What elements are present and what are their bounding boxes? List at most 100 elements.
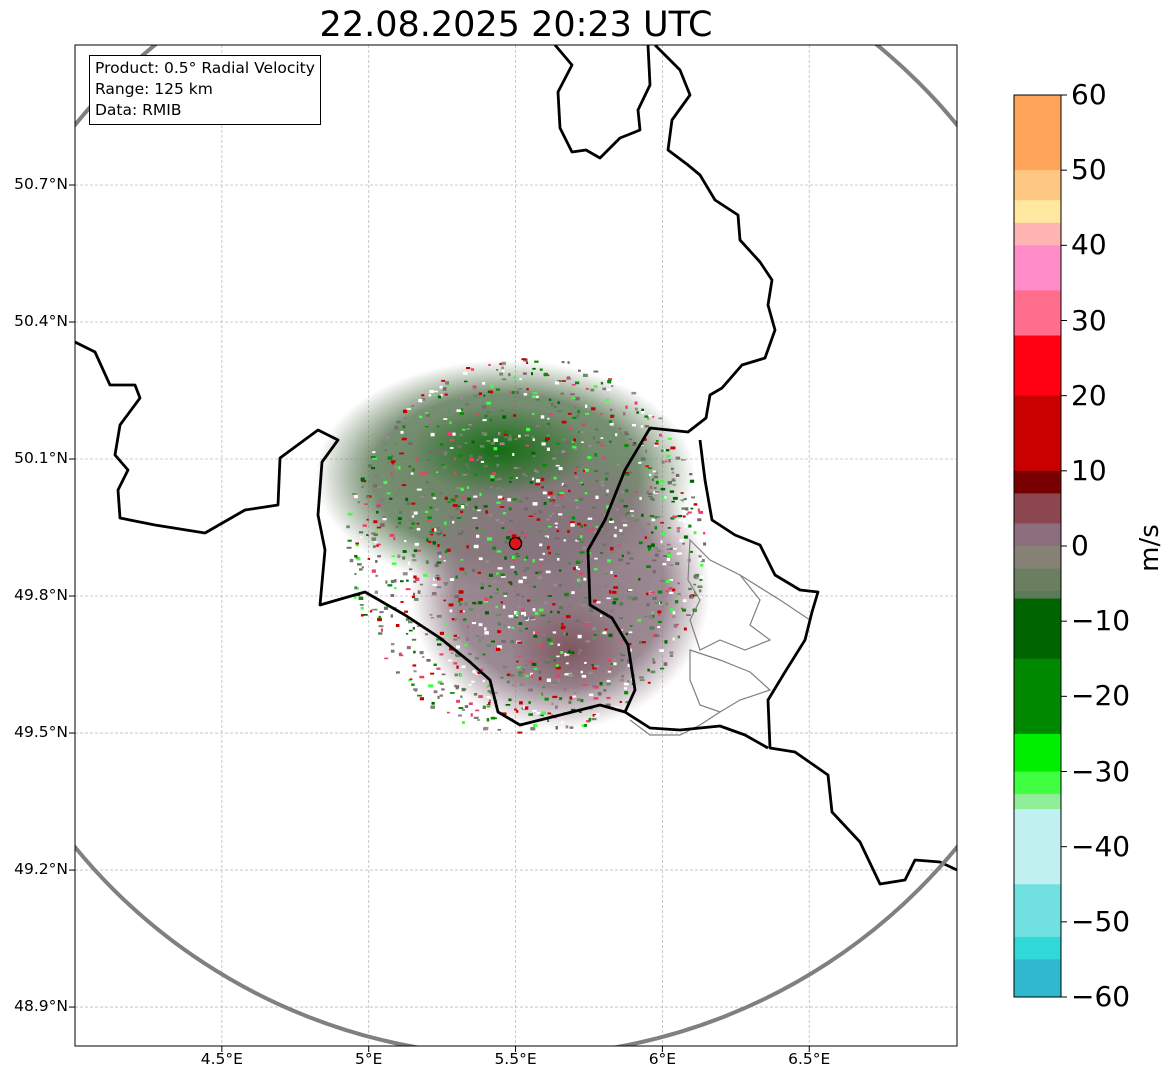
- echo-speckle: [656, 549, 661, 552]
- echo-speckle: [484, 627, 487, 631]
- echo-speckle: [428, 422, 431, 426]
- echo-speckle: [458, 714, 462, 717]
- echo-speckle: [689, 550, 693, 553]
- echo-speckle: [610, 414, 614, 418]
- echo-speckle: [433, 390, 438, 393]
- echo-speckle: [459, 673, 463, 677]
- echo-speckle: [627, 471, 633, 474]
- echo-speckle: [666, 548, 670, 551]
- echo-speckle: [414, 597, 419, 601]
- echo-speckle: [411, 522, 415, 525]
- echo-speckle: [417, 694, 422, 697]
- echo-speckle: [552, 603, 556, 606]
- colorbar-segment: [1014, 568, 1061, 592]
- echo-speckle: [624, 691, 629, 695]
- echo-speckle: [549, 426, 553, 430]
- echo-speckle: [518, 434, 521, 438]
- echo-speckle: [666, 454, 671, 458]
- echo-speckle: [570, 393, 575, 396]
- echo-speckle: [446, 548, 451, 552]
- echo-speckle: [516, 611, 519, 616]
- echo-speckle: [405, 588, 411, 591]
- echo-speckle: [422, 656, 425, 658]
- echo-speckle: [536, 518, 541, 521]
- echo-speckle: [533, 512, 537, 515]
- echo-speckle: [462, 721, 465, 725]
- echo-speckle: [598, 470, 601, 474]
- echo-speckle: [510, 565, 515, 569]
- echo-speckle: [649, 591, 655, 594]
- echo-speckle: [542, 463, 547, 467]
- echo-speckle: [424, 425, 429, 428]
- echo-speckle: [412, 664, 417, 667]
- echo-speckle: [433, 450, 438, 455]
- echo-speckle: [495, 605, 498, 609]
- echo-speckle: [528, 688, 533, 692]
- echo-speckle: [703, 542, 707, 546]
- echo-speckle: [579, 431, 584, 433]
- echo-speckle: [651, 531, 654, 534]
- echo-speckle: [521, 602, 524, 605]
- echo-speckle: [520, 531, 524, 534]
- echo-speckle: [439, 694, 443, 697]
- echo-speckle: [698, 589, 702, 593]
- echo-speckle: [450, 516, 454, 519]
- echo-speckle: [651, 543, 655, 547]
- echo-speckle: [504, 556, 507, 560]
- echo-speckle: [665, 590, 669, 593]
- colorbar-segment: [1014, 733, 1061, 772]
- echo-speckle: [545, 570, 551, 574]
- echo-speckle: [402, 425, 406, 429]
- echo-speckle: [414, 542, 419, 546]
- echo-speckle: [429, 531, 435, 533]
- colorbar-segment: [1014, 959, 1061, 998]
- echo-speckle: [697, 596, 702, 599]
- echo-speckle: [593, 568, 598, 571]
- echo-speckle: [627, 664, 631, 667]
- echo-speckle: [413, 511, 418, 515]
- echo-speckle: [353, 596, 357, 599]
- echo-speckle: [646, 490, 649, 494]
- echo-speckle: [413, 580, 417, 583]
- echo-speckle: [594, 665, 600, 668]
- echo-speckle: [469, 458, 475, 462]
- echo-speckle: [354, 494, 358, 499]
- echo-speckle: [580, 670, 583, 674]
- echo-speckle: [603, 689, 607, 692]
- echo-speckle: [449, 647, 454, 651]
- echo-speckle: [616, 382, 620, 386]
- echo-speckle: [485, 650, 488, 653]
- echo-speckle: [691, 496, 695, 499]
- map-axes: [69, 184, 810, 1052]
- echo-speckle: [518, 466, 521, 470]
- echo-speckle: [358, 531, 364, 534]
- echo-speckle: [657, 516, 661, 518]
- echo-speckle: [666, 580, 671, 583]
- echo-speckle: [376, 543, 381, 546]
- echo-speckle: [693, 591, 696, 594]
- echo-speckle: [515, 553, 519, 555]
- echo-speckle: [650, 497, 654, 500]
- echo-speckle: [439, 492, 443, 495]
- echo-speckle: [560, 625, 566, 629]
- echo-speckle: [654, 442, 659, 445]
- echo-speckle: [671, 467, 674, 471]
- echo-speckle: [573, 567, 577, 571]
- echo-speckle: [699, 579, 703, 581]
- echo-speckle: [532, 608, 536, 612]
- echo-speckle: [480, 531, 486, 535]
- echo-speckle: [546, 678, 551, 682]
- echo-speckle: [652, 596, 657, 600]
- echo-speckle: [531, 435, 534, 438]
- echo-speckle: [584, 492, 588, 495]
- echo-speckle: [390, 643, 395, 646]
- echo-speckle: [359, 568, 363, 571]
- echo-speckle: [379, 611, 384, 614]
- echo-speckle: [533, 455, 536, 458]
- echo-speckle: [591, 664, 594, 666]
- echo-speckle: [668, 564, 674, 566]
- lon-tick-label: 6.5°E: [788, 1050, 831, 1068]
- echo-speckle: [640, 425, 644, 428]
- echo-speckle: [604, 628, 608, 631]
- echo-speckle: [655, 634, 660, 637]
